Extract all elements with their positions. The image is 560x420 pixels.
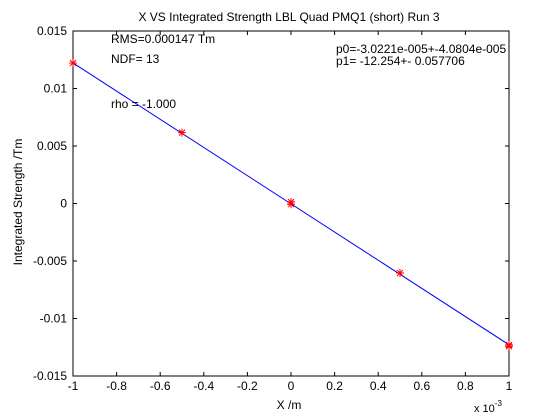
x-tick-label: 1 [506, 379, 513, 393]
p1-annotation: p1= -12.254+- 0.057706 [336, 54, 465, 68]
ndf-annotation: NDF= 13 [111, 52, 160, 66]
x-tick-label: 0.8 [457, 379, 474, 393]
x-tick-label: 0.4 [370, 379, 387, 393]
x-tick-label: -1 [68, 379, 79, 393]
data-point-marker [287, 200, 295, 209]
x-tick-label: 0.2 [326, 379, 343, 393]
y-tick-label: -0.005 [33, 254, 67, 268]
rho-annotation: rho = -1.000 [111, 97, 176, 111]
x-tick-label: 0.6 [413, 379, 430, 393]
data-point-marker [69, 58, 77, 67]
y-tick-label: 0.01 [44, 82, 68, 96]
rms-annotation: RMS=0.000147 Tm [111, 32, 215, 46]
data-point-marker [505, 342, 513, 351]
y-tick-label: 0.015 [37, 24, 67, 38]
axis-ticks: -1 -0.8 -0.6 -0.4 -0.2 0 0.2 0.4 0.6 0.8 1 0.015 0.0… [33, 24, 513, 393]
data-point-marker [396, 268, 404, 277]
y-tick-label: 0 [60, 197, 67, 211]
x-axis-label: X /m [277, 398, 302, 412]
x-tick-label: -0.8 [106, 379, 127, 393]
y-tick-label: -0.015 [33, 369, 67, 383]
x-tick-label: -0.6 [150, 379, 171, 393]
x-tick-label: -0.2 [237, 379, 258, 393]
data-points-group [69, 58, 513, 351]
data-point-marker [178, 128, 186, 137]
chart-title: X VS Integrated Strength LBL Quad PMQ1 (… [138, 10, 439, 24]
x-tick-label: 0 [288, 379, 295, 393]
x-axis-multiplier: x 10-3 [474, 399, 502, 415]
y-tick-label: 0.005 [37, 139, 67, 153]
y-axis-label: Integrated Strength /Tm [11, 139, 25, 266]
p0-annotation: p0=-3.0221e-005+-4.0804e-005 [336, 42, 506, 56]
x-tick-label: -0.4 [193, 379, 214, 393]
y-tick-label: -0.01 [40, 312, 68, 326]
